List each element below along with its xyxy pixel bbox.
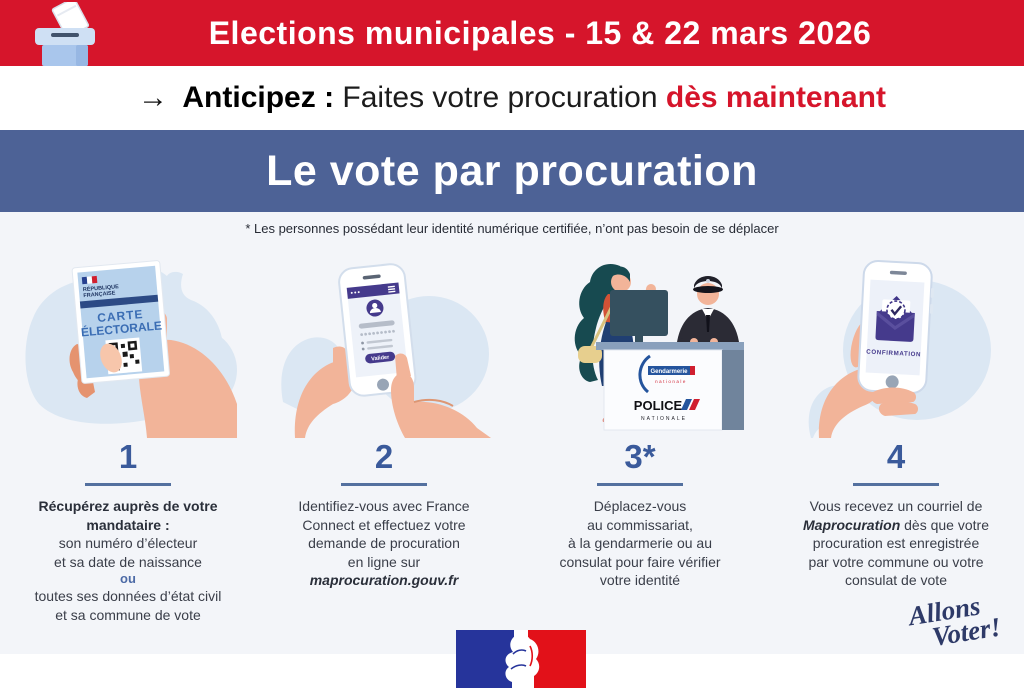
step-number: 2	[374, 438, 394, 475]
description-line: consulat de vote	[845, 572, 947, 588]
step-description: Vous recevez un courriel de Maprocuratio…	[784, 497, 1008, 590]
valider-button-label: Valider	[371, 355, 390, 363]
phone-login-illustration: Valider	[256, 252, 512, 438]
page-title: Le vote par procuration	[266, 147, 758, 195]
confirmation-envelope-icon	[875, 296, 915, 342]
description-line: Récupérez auprès de votre	[38, 498, 218, 514]
card-header-line1: RÉPUBLIQUE	[82, 282, 119, 293]
description-line: au commissariat,	[587, 516, 693, 533]
description-line: en ligne sur	[347, 553, 421, 570]
police-desk-illustration: Gendarmerie nationale POLICE NATIONALE	[512, 252, 768, 438]
svg-text:NATIONALE: NATIONALE	[641, 416, 687, 422]
svg-text:POLICE: POLICE	[634, 398, 683, 413]
svg-text:Gendarmerie: Gendarmerie	[650, 369, 688, 375]
description-line: mandataire :	[86, 516, 170, 533]
description-line: Connect et effectuez votre	[302, 516, 466, 533]
description-line: Déplacez-vous	[593, 498, 687, 514]
description-line: et sa commune de vote	[55, 606, 201, 623]
ballot-box-icon	[35, 2, 95, 66]
ou-separator: ou	[120, 571, 136, 586]
confirmation-label: CONFIRMATION	[866, 349, 921, 359]
description-line: Vous recevez un courriel de	[809, 498, 983, 514]
password-dots	[360, 329, 395, 336]
card-title-line1: CARTE	[97, 307, 144, 325]
gendarmerie-logo: Gendarmerie nationale	[638, 354, 695, 394]
card-title-line2: ÉLECTORALE	[80, 317, 162, 339]
top-banner: Elections municipales - 15 & 22 mars 202…	[0, 0, 1024, 66]
card-header-line2: FRANÇAISE	[83, 290, 116, 299]
description-line: par votre commune ou votre	[808, 553, 984, 570]
description-line: procuration est enregistrée	[812, 535, 980, 551]
announcement-bar: → Anticipez : Faites votre procuration d…	[0, 66, 1024, 130]
step-description: Identifiez-vous avec France Connect et e…	[272, 497, 496, 590]
step-divider	[85, 483, 171, 486]
maprocuration-emphasis: Maprocuration	[803, 516, 901, 533]
announcement-text: Faites votre procuration	[342, 81, 666, 114]
step-divider	[597, 483, 683, 486]
hero-band: Le vote par procuration	[0, 130, 1024, 212]
description-line: toutes ses données d’état civil	[34, 588, 222, 604]
description-line: Maprocuration dès que votre	[803, 516, 989, 533]
description-line: votre identité	[599, 572, 681, 588]
step-divider	[853, 483, 939, 486]
anticipez-label: Anticipez :	[182, 81, 335, 114]
description-line: son numéro d’électeur	[58, 535, 198, 551]
footnote: * Les personnes possédant leur identité …	[245, 221, 779, 236]
step-column-2: Valider 2 Identifiez-vous avec France Co…	[256, 252, 512, 590]
description-line: et sa date de naissance	[54, 553, 202, 570]
description-line: Identifiez-vous avec France	[298, 498, 470, 514]
step-column-1: RÉPUBLIQUE FRANÇAISE CARTE ÉLECTORALE	[0, 252, 256, 624]
description-line: consulat pour faire vérifier	[559, 553, 721, 570]
banner-title: Elections municipales - 15 & 22 mars 202…	[208, 15, 872, 51]
step-number: 1	[118, 438, 138, 475]
arrow-icon: →	[138, 81, 169, 114]
menu-icon	[387, 285, 396, 293]
step-number: 4	[886, 438, 906, 475]
marianne-logo	[456, 630, 586, 688]
officer-figure	[676, 276, 740, 350]
step-column-3: Gendarmerie nationale POLICE NATIONALE 3…	[512, 252, 768, 590]
step-number: 3*	[624, 438, 656, 475]
description-line: à la gendarmerie ou au	[568, 535, 712, 551]
deadline-highlight: dès maintenant	[665, 81, 886, 114]
confirmation-phone-illustration: CONFIRMATION	[768, 252, 1024, 438]
website-emphasis: maprocuration.gouv.fr	[309, 572, 459, 588]
police-logo: POLICE NATIONALE	[634, 398, 700, 422]
svg-text:nationale: nationale	[655, 379, 687, 384]
electoral-card-illustration: RÉPUBLIQUE FRANÇAISE CARTE ÉLECTORALE	[0, 252, 256, 438]
description-line: demande de procuration	[308, 535, 460, 551]
step-column-4: CONFIRMATION 4 Vous recevez un courriel …	[768, 252, 1024, 590]
step-description: Déplacez-vous au commissariat, à la gend…	[528, 497, 752, 590]
step-divider	[341, 483, 427, 486]
step-description: Récupérez auprès de votre mandataire : s…	[16, 497, 240, 624]
